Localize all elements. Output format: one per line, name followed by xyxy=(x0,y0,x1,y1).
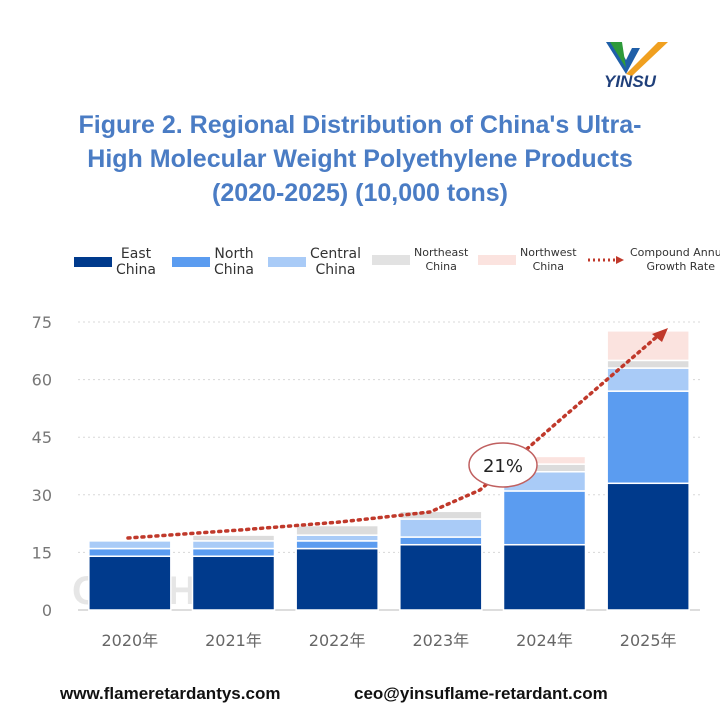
bar-segment xyxy=(88,555,172,611)
x-tick-label: 2025年 xyxy=(620,631,677,650)
y-tick-label: 30 xyxy=(32,486,52,505)
bar-segment xyxy=(88,547,172,557)
bar-segment xyxy=(399,536,483,546)
bar-segment xyxy=(191,534,276,542)
bar-segment xyxy=(606,367,690,392)
bar-segment xyxy=(191,547,276,557)
bar-segment xyxy=(295,547,379,611)
legend-northeast-china: Northeast China xyxy=(372,246,468,274)
x-tick-label: 2024年 xyxy=(516,631,573,650)
bar-segment xyxy=(606,482,690,611)
bar-segment xyxy=(399,510,483,520)
bar-segment xyxy=(295,540,379,550)
legend-cagr: Compound AnnualGrowth Rate xyxy=(586,246,720,274)
cagr-trend-line xyxy=(126,332,662,540)
legend: East China North China Central China Northe… xyxy=(74,246,720,286)
bar-segment xyxy=(502,490,587,546)
title-line: High Molecular Weight Polyethylene Produ… xyxy=(87,145,633,173)
x-tick-label: 2021年 xyxy=(205,631,262,650)
email-link[interactable]: ceo@yinsuflame-retardant.com xyxy=(354,684,608,703)
title-line: Figure 2. Regional Distribution of China… xyxy=(78,111,642,139)
x-tick-label: 2022年 xyxy=(309,631,366,650)
bar-segment xyxy=(606,330,690,362)
legend-central-china: Central China xyxy=(268,246,361,278)
website-link[interactable]: www.flameretardantys.com xyxy=(60,684,281,703)
chart-title: Figure 2. Regional Distribution of China… xyxy=(0,108,720,210)
y-tick-label: 15 xyxy=(32,543,52,562)
legend-northwest-china: Northwest China xyxy=(478,246,577,274)
title-line: (2020-2025) (10,000 tons) xyxy=(212,179,508,207)
logo-text: YINSU xyxy=(604,72,656,91)
y-tick-label: 45 xyxy=(32,428,52,447)
legend-east-china: East China xyxy=(74,246,156,278)
y-tick-label: 60 xyxy=(32,371,52,390)
legend-north-china: North China xyxy=(172,246,254,278)
bar-segment xyxy=(606,390,690,485)
bar-segment xyxy=(88,540,172,550)
yinsu-logo xyxy=(596,38,686,78)
y-tick-label: 75 xyxy=(32,313,52,332)
bar-segment xyxy=(191,555,276,611)
cagr-annotation: 21% xyxy=(483,456,523,477)
bar-segment xyxy=(191,540,276,550)
bar-segment xyxy=(295,524,379,536)
bar-segment xyxy=(295,534,379,542)
bar-segment xyxy=(502,543,587,611)
y-tick-label: 0 xyxy=(42,601,52,620)
x-tick-label: 2020年 xyxy=(101,631,158,650)
x-tick-label: 2023年 xyxy=(412,631,469,650)
bar-segment xyxy=(606,359,690,369)
cagr-arrowhead xyxy=(652,328,668,342)
bar-segment xyxy=(399,518,483,538)
cagr-annotation-bubble xyxy=(468,442,538,488)
bar-segment xyxy=(399,543,483,611)
